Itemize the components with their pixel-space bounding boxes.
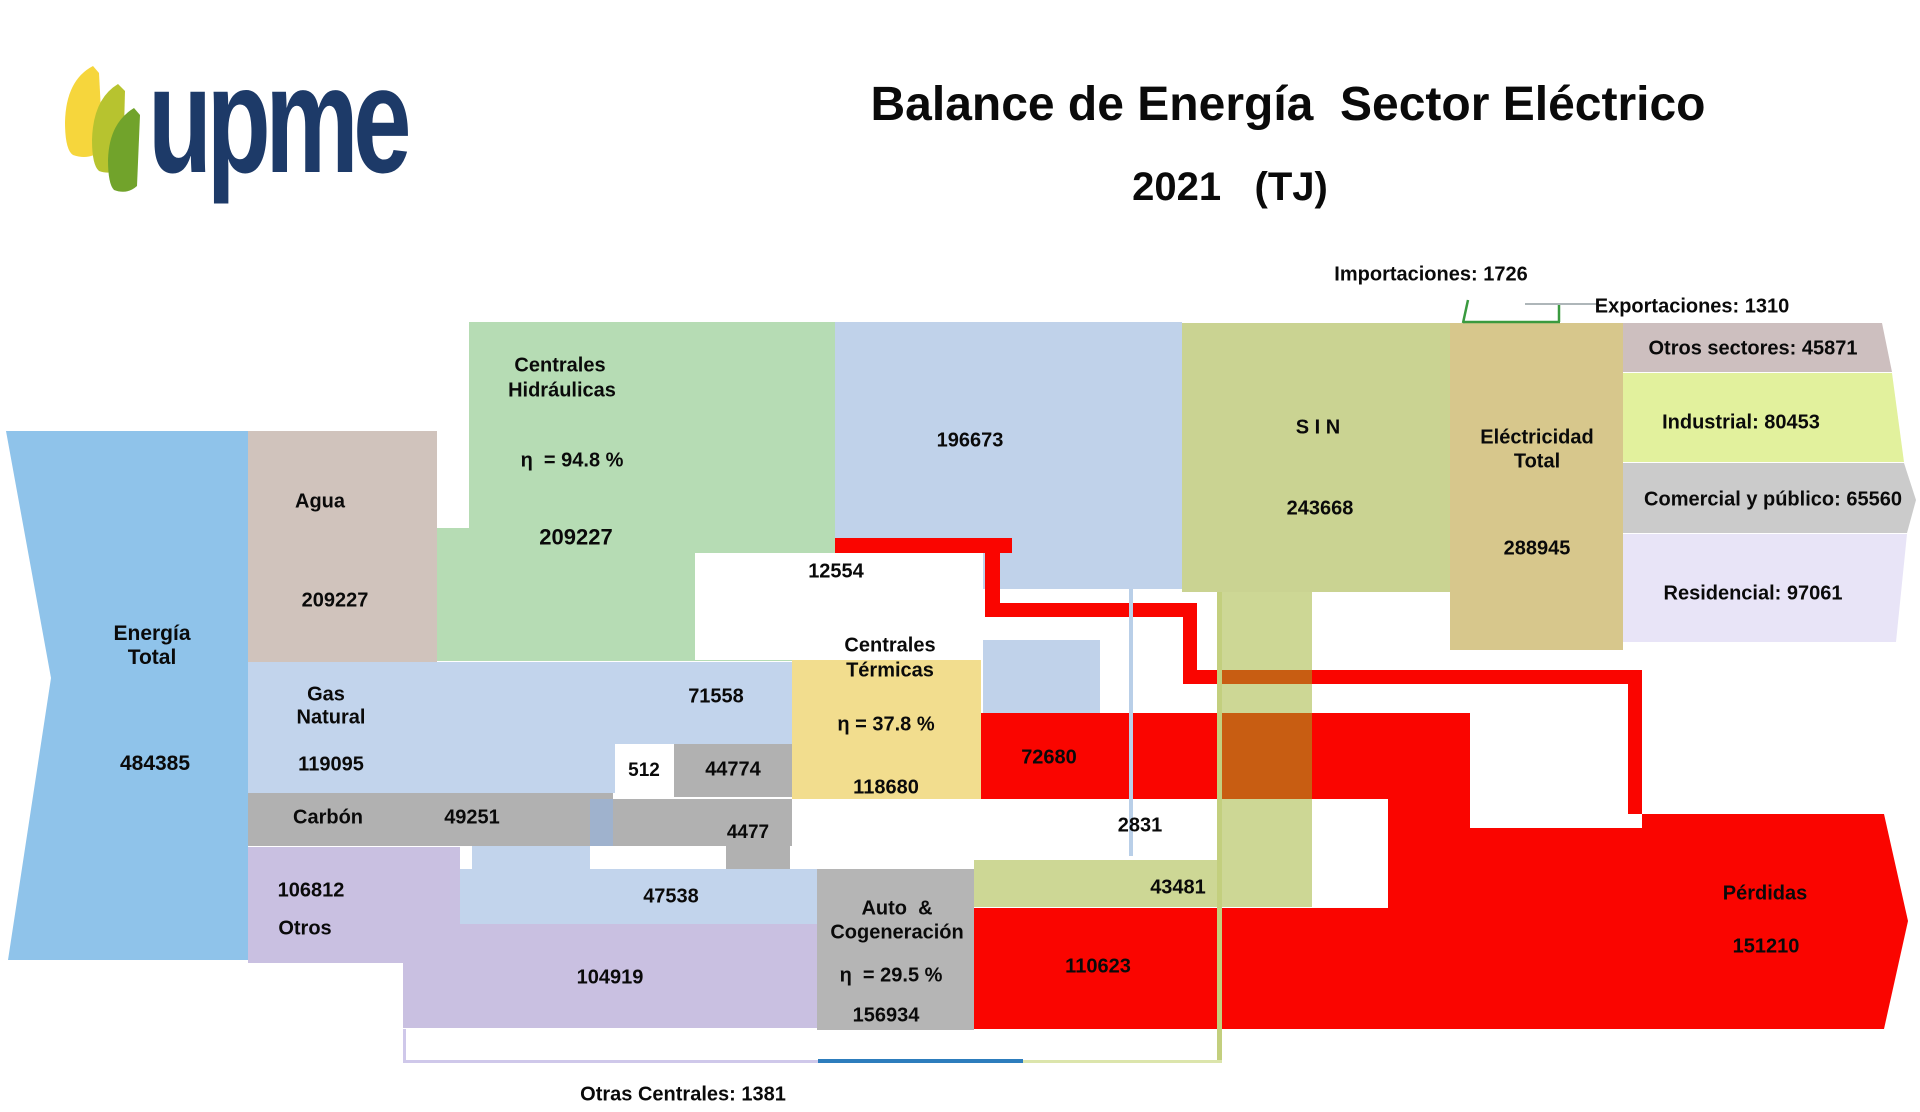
flow-196673-lower xyxy=(983,640,1100,713)
otros-value: 106812 xyxy=(277,879,345,902)
hidraulicas-eta: η = 94.8 % xyxy=(520,449,624,472)
hydro-loss-seg2 xyxy=(985,538,1000,617)
otros-sectores-block xyxy=(1623,323,1892,372)
flow-43481-band xyxy=(974,860,1312,907)
hidraulicas-label-2: Hidráulicas xyxy=(508,379,616,402)
thin-olive-line xyxy=(1217,592,1222,1063)
perdidas-arrow-tip xyxy=(1884,814,1908,1029)
flow-12554-box xyxy=(695,553,983,660)
otras-centrales-bottom-blue xyxy=(818,1059,1023,1063)
flow-2831-box xyxy=(792,799,1217,856)
flow-44774-band xyxy=(674,744,792,797)
otros-sectores-label: Otros sectores: 45871 xyxy=(1648,337,1858,360)
industrial-block xyxy=(1623,373,1904,462)
comercial-label: Comercial y público: 65560 xyxy=(1644,488,1902,511)
auto-value: 156934 xyxy=(852,1004,920,1027)
page-subtitle: 2021 (TJ) xyxy=(1132,165,1328,209)
exportaciones-label: Exportaciones: 1310 xyxy=(1594,295,1790,318)
energia-value: 484385 xyxy=(119,751,191,775)
page-title: Balance de Energía Sector Eléctrico xyxy=(870,77,1706,131)
hidraulicas-label-1: Centrales xyxy=(514,354,606,377)
energia-total-block xyxy=(6,431,248,960)
flow-43481-label: 43481 xyxy=(1150,876,1206,899)
carbon-4477-step xyxy=(726,846,790,869)
residencial-block xyxy=(1623,534,1907,642)
hydro-loss-seg6 xyxy=(1628,670,1642,814)
termicas-value: 118680 xyxy=(853,776,919,799)
electricidad-total-block xyxy=(1450,323,1623,650)
gas-label-1: Gas xyxy=(307,683,345,706)
flow-47538-label: 47538 xyxy=(643,885,699,908)
sin-label: S I N xyxy=(1295,416,1341,439)
energia-label-1: Energía xyxy=(113,621,191,645)
carbon-band xyxy=(248,793,613,846)
sin-block xyxy=(1182,323,1450,592)
carbon-4477-band xyxy=(613,799,792,846)
perdidas-mass-a xyxy=(1388,828,1884,908)
flow-2831-label: 2831 xyxy=(1117,814,1163,837)
flow-196673-label: 196673 xyxy=(936,429,1004,452)
logo-wordmark: upme xyxy=(148,35,408,205)
carbon-gas-overlap xyxy=(590,799,613,846)
otras-centrales-left-line xyxy=(403,1029,406,1062)
upme-logo: upme xyxy=(65,35,416,205)
hydro-loss-seg4 xyxy=(1183,603,1197,684)
electricidad-value: 288945 xyxy=(1503,537,1571,560)
flow-512-box xyxy=(615,744,674,797)
gas-label-2: Natural xyxy=(296,706,366,729)
flow-72680-label: 72680 xyxy=(1021,746,1077,769)
importaciones-line xyxy=(1461,299,1470,324)
perdidas-value: 151210 xyxy=(1732,935,1800,958)
hydro-loss-seg3 xyxy=(985,603,1197,617)
perdidas-label: Pérdidas xyxy=(1722,882,1808,905)
auto-eta: η = 29.5 % xyxy=(839,964,943,987)
otros-label: Otros xyxy=(278,917,332,940)
carbon-label: Carbón xyxy=(293,806,363,829)
electricidad-label-2: Total xyxy=(1513,450,1561,473)
flow-47538-band xyxy=(460,869,817,924)
agua-block xyxy=(248,431,437,662)
otras-centrales-bottom-olive xyxy=(1023,1060,1222,1063)
flow-12554-label: 12554 xyxy=(808,560,864,583)
hidraulicas-value: 209227 xyxy=(539,524,613,550)
logo-leaf-green-icon xyxy=(108,108,140,192)
perdidas-mass-c xyxy=(974,908,1884,1029)
residencial-label: Residencial: 97061 xyxy=(1663,582,1843,605)
electricidad-label-1: Eléctricidad xyxy=(1480,426,1594,449)
otras-centrales-label: Otras Centrales: 1381 xyxy=(580,1083,786,1106)
perdidas-mass-b xyxy=(1642,814,1884,828)
auto-label-1: Auto & xyxy=(861,897,933,920)
agua-label: Agua xyxy=(295,490,345,513)
agua-value: 209227 xyxy=(301,589,369,612)
termicas-eta: η = 37.8 % xyxy=(837,713,935,736)
flow-104919-label: 104919 xyxy=(576,966,644,989)
otros-block xyxy=(248,847,817,1028)
carbon-value: 49251 xyxy=(444,806,500,829)
gas-value: 119095 xyxy=(298,753,364,776)
importaciones-label: Importaciones: 1726 xyxy=(1334,263,1528,286)
termicas-label-2: Térmicas xyxy=(846,659,934,682)
energia-label-2: Total xyxy=(127,645,177,669)
sin-value: 243668 xyxy=(1286,497,1354,520)
comercial-block xyxy=(1623,463,1916,533)
auto-cogeneracion-block xyxy=(817,869,974,1030)
flow-71558-label: 71558 xyxy=(688,685,744,708)
thin-blue-line xyxy=(1129,589,1133,856)
red-olive-overlap-thin xyxy=(1217,670,1312,684)
flow-110623-label: 110623 xyxy=(1065,955,1131,978)
termicas-label-1: Centrales xyxy=(844,634,936,657)
flow-44774-label: 44774 xyxy=(705,758,761,781)
hydro-loss-seg1 xyxy=(835,538,1012,553)
flow-2831-box-right xyxy=(1312,799,1388,856)
flow-4477-label: 4477 xyxy=(726,822,770,844)
centrales-termicas-block xyxy=(792,660,981,799)
industrial-label: Industrial: 80453 xyxy=(1662,411,1820,434)
red-olive-overlap-big xyxy=(1217,713,1312,799)
otras-centrales-bottom-lav xyxy=(403,1060,818,1063)
auto-label-2: Cogeneración xyxy=(830,921,964,944)
flow-512-label: 512 xyxy=(628,760,660,782)
